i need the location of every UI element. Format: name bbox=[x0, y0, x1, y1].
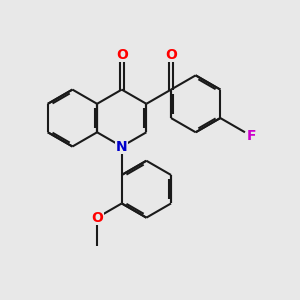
Text: N: N bbox=[116, 140, 127, 154]
Text: F: F bbox=[247, 129, 256, 143]
Text: O: O bbox=[116, 48, 128, 62]
Text: O: O bbox=[91, 211, 103, 225]
Text: O: O bbox=[165, 48, 177, 62]
